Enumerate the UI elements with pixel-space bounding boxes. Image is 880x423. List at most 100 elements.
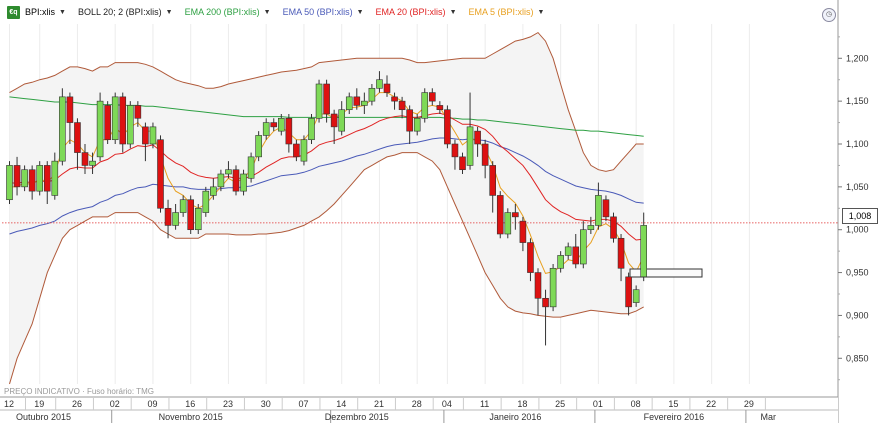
legend-item-boll[interactable]: BOLL 20; 2 (BPI:xlis) ▼ [77, 7, 173, 17]
candle-body [345, 96, 353, 111]
candle-body [51, 160, 59, 196]
candle [149, 122, 157, 149]
x-axis-tick-label: 26 [72, 399, 82, 409]
candle [315, 79, 323, 123]
candle [36, 161, 44, 196]
candle [625, 272, 632, 316]
candle-body [527, 242, 534, 273]
candle [338, 101, 346, 136]
x-axis-tick-label: 01 [593, 399, 603, 409]
x-axis-tick-label: 09 [147, 399, 157, 409]
candle [59, 88, 66, 166]
candle-body [406, 109, 413, 132]
candle [383, 75, 391, 97]
candle [632, 285, 640, 307]
x-axis-tick-label: 15 [668, 399, 678, 409]
candle [436, 101, 444, 114]
candle-body [119, 96, 127, 145]
candle [557, 251, 564, 273]
candle [323, 79, 330, 123]
candle-body [519, 220, 527, 243]
candle-body [632, 289, 640, 303]
footer-label: PREÇO INDICATIVO · Fuso horário: TMG [4, 387, 154, 396]
candle-body [179, 199, 187, 213]
candle [28, 165, 36, 200]
dropdown-arrow-icon: ▼ [263, 8, 271, 16]
candle-body [142, 126, 149, 145]
x-axis-tick-label: 25 [555, 399, 565, 409]
candle [481, 139, 489, 179]
ema50-line [9, 137, 644, 235]
x-axis-tick-label: 18 [517, 399, 527, 409]
candle-body [13, 165, 21, 188]
candle-body [217, 173, 225, 188]
x-axis-tick-label: 04 [442, 399, 452, 409]
candle [43, 161, 51, 204]
y-axis-tick-label: 1,000 [846, 225, 869, 235]
candle [376, 71, 383, 93]
candle [451, 139, 459, 170]
candle-body [444, 109, 451, 145]
bollinger-upper-line [9, 31, 644, 172]
month-label: Mar [761, 412, 777, 422]
candle [232, 165, 240, 196]
candle [466, 92, 474, 170]
candle [330, 109, 338, 144]
x-axis-tick-label: 02 [110, 399, 120, 409]
last-price-tag: 1,008 [842, 208, 878, 224]
candle [187, 195, 194, 234]
legend-symbol[interactable]: BPI:xlis ▼ [25, 7, 66, 17]
dropdown-arrow-icon: ▼ [59, 8, 66, 16]
legend-item-ema50[interactable]: EMA 50 (BPI:xlis) ▼ [282, 7, 364, 17]
candle [262, 118, 270, 140]
candle [247, 152, 255, 183]
candle-body [300, 139, 308, 162]
candle [127, 101, 134, 149]
candle [474, 126, 481, 157]
candle-body [157, 139, 164, 209]
candle-body [240, 173, 247, 192]
candle [572, 234, 580, 269]
candle [277, 114, 285, 136]
candle [240, 169, 247, 196]
candle-body [376, 79, 383, 89]
legend-item-ema20[interactable]: EMA 20 (BPI:xlis) ▼ [375, 7, 457, 17]
candle [217, 169, 225, 192]
y-axis-tick-label: 1,050 [846, 182, 869, 192]
candle [81, 144, 89, 174]
candle [134, 101, 142, 127]
candle-body [315, 83, 323, 119]
candle [270, 118, 278, 132]
clock-icon[interactable]: ◷ [822, 8, 836, 22]
candle-body [172, 212, 179, 226]
candle-body [572, 246, 580, 265]
month-label: Novembro 2015 [159, 412, 223, 422]
highlight-box [629, 268, 703, 278]
candle-body [436, 105, 444, 111]
candle [640, 212, 648, 282]
candle-body [625, 276, 632, 308]
x-axis-tick-label: 21 [374, 399, 384, 409]
x-axis-tick-label: 11 [480, 399, 489, 409]
candle [300, 135, 308, 166]
x-axis-tick-label: 23 [223, 399, 233, 409]
month-label: Janeiro 2016 [489, 412, 541, 422]
candle-body [277, 117, 285, 132]
candle [225, 161, 232, 179]
y-axis-tick-label: 1,100 [846, 139, 869, 149]
candle-body [194, 207, 202, 231]
candle-body [127, 105, 134, 145]
candle [444, 105, 451, 149]
candle [21, 165, 28, 192]
candle-body [557, 255, 564, 269]
candle-body [247, 156, 255, 179]
candle [519, 216, 527, 252]
candle [157, 135, 164, 213]
legend-item-ema200[interactable]: EMA 200 (BPI:xlis) ▼ [184, 7, 271, 17]
x-axis: 12 19 26 02 09 16 23 30 07 14 21 28 04 11 18 25 01 08 15 22… [0, 396, 838, 423]
candle-body [104, 105, 111, 141]
legend-item-ema5[interactable]: EMA 5 (BPI:xlis) ▼ [468, 7, 545, 17]
candle-body [59, 96, 66, 162]
candle-body [428, 92, 436, 102]
candle-body [466, 126, 474, 166]
